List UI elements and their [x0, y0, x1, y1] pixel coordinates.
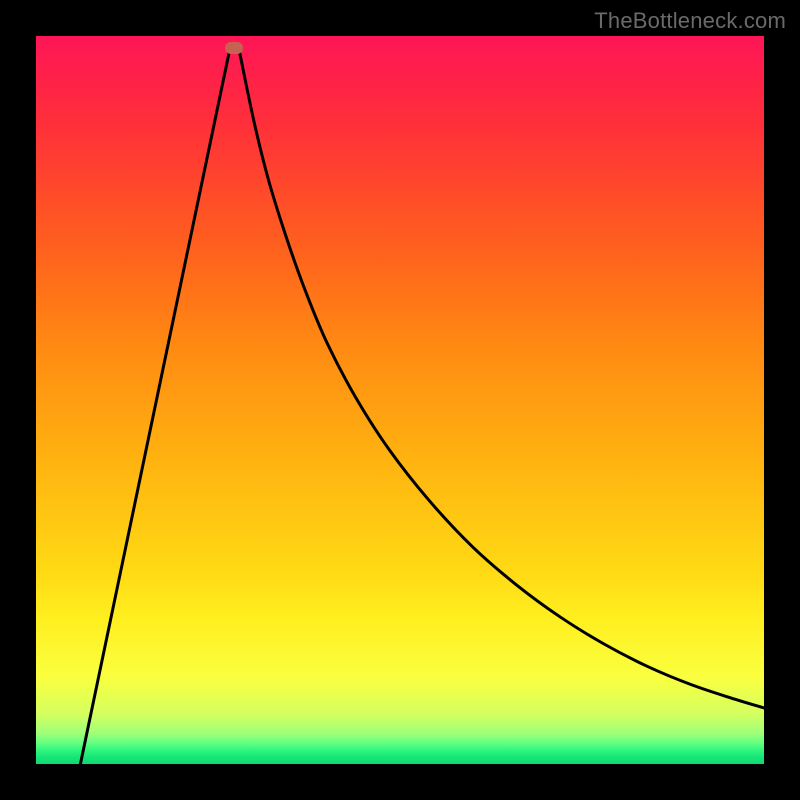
- bottleneck-curve: [36, 36, 764, 764]
- chart-plot-area: [36, 36, 764, 764]
- watermark-text: TheBottleneck.com: [594, 8, 786, 34]
- minimum-marker: [225, 42, 243, 54]
